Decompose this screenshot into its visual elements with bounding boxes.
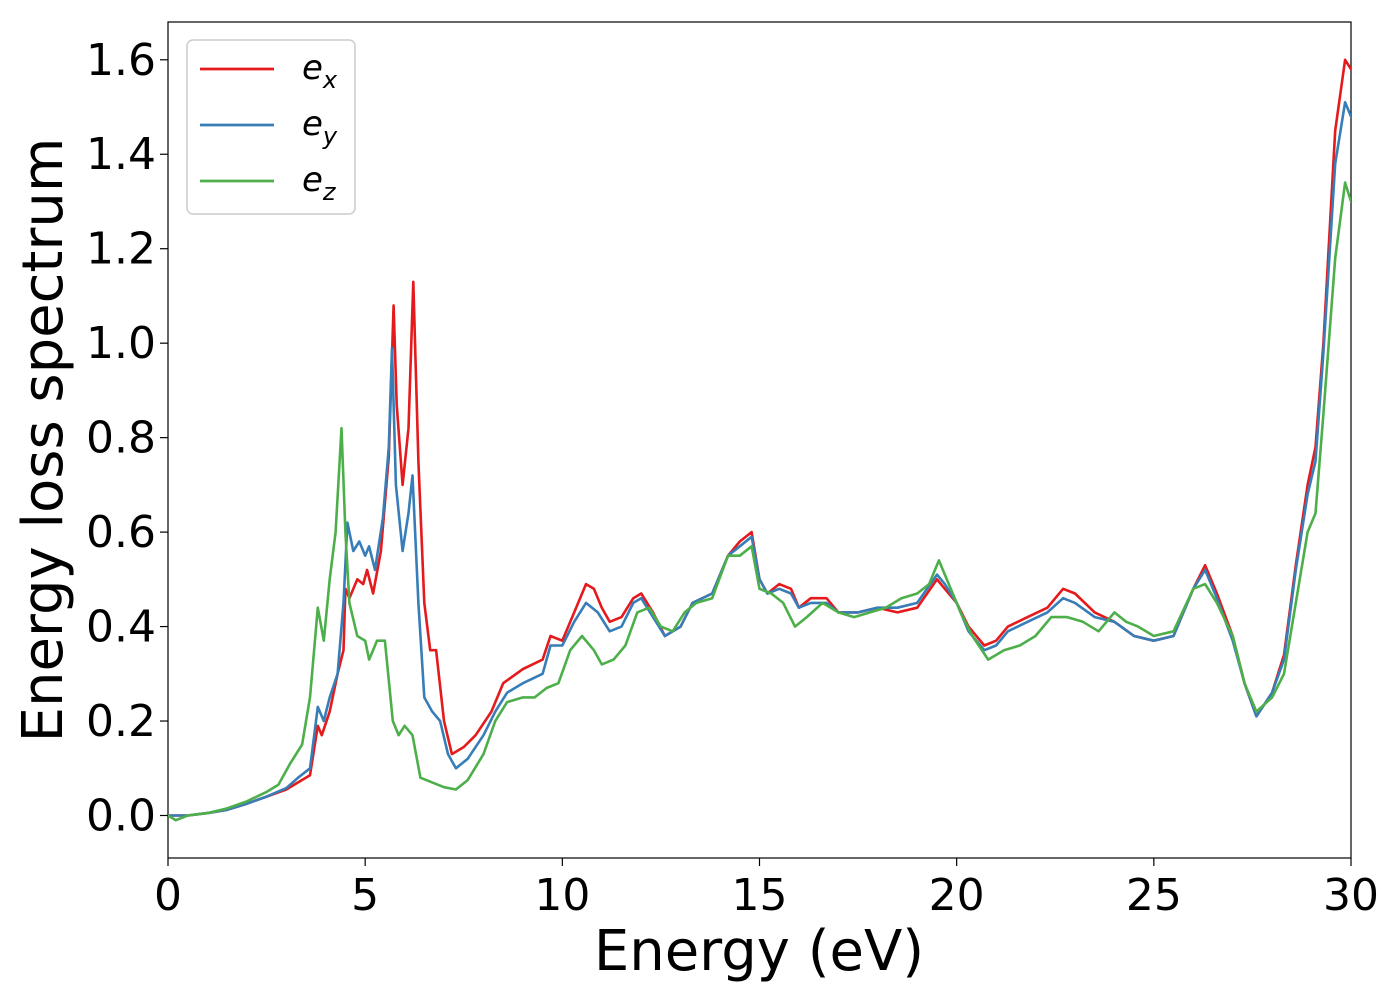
y-tick-label: 0.4 [86, 602, 156, 653]
x-tick-label: 25 [1126, 870, 1182, 921]
y-tick-label: 1.2 [86, 224, 156, 275]
y-tick-label: 0.8 [86, 413, 156, 464]
series-line-e-y [168, 101, 1351, 817]
x-tick-label: 20 [929, 870, 985, 921]
y-tick-label: 1.0 [86, 318, 156, 369]
x-tick-label: 15 [732, 870, 788, 921]
y-tick-label: 0.0 [86, 790, 156, 841]
series-line-e-z [168, 181, 1351, 822]
x-tick-label: 0 [154, 870, 182, 921]
x-axis-ticks: 0 5 10 15 20 25 30 [154, 858, 1379, 921]
x-tick-label: 10 [534, 870, 590, 921]
x-tick-label: 5 [351, 870, 379, 921]
plot-area [167, 21, 1352, 859]
y-axis-title: Energy loss spectrum [11, 138, 76, 743]
y-tick-label: 0.2 [86, 696, 156, 747]
y-tick-label: 1.4 [86, 129, 156, 180]
x-axis-title: Energy (eV) [594, 919, 924, 984]
y-axis-ticks: 0.0 0.2 0.4 0.6 0.8 1.0 1.2 1.4 1.6 [86, 35, 168, 841]
legend-label-y: ey [302, 104, 338, 150]
x-tick-label: 30 [1323, 870, 1379, 921]
series-layer [168, 58, 1351, 822]
y-tick-label: 1.6 [86, 35, 156, 86]
legend-box [186, 39, 356, 215]
y-tick-label: 0.6 [86, 507, 156, 558]
